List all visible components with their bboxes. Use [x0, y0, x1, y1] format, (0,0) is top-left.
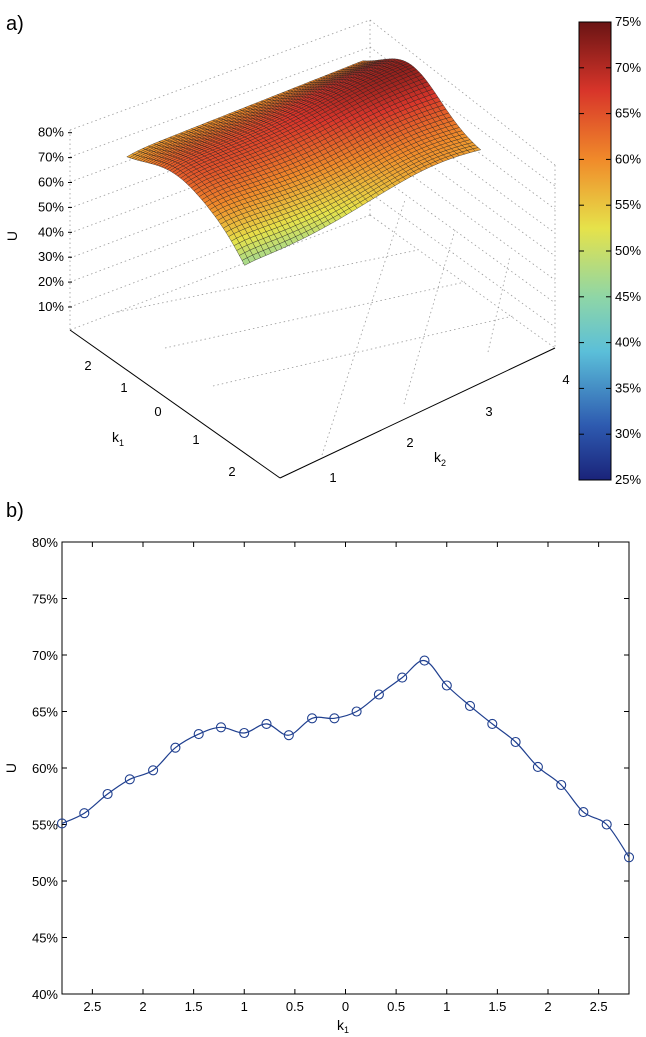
- k1-axis-ticks: 2 1 0 1 2: [84, 358, 235, 479]
- x-tick-label: 0.5: [286, 999, 304, 1014]
- colorbar-tick-label: 50%: [615, 243, 641, 258]
- series-markers: [56, 655, 635, 863]
- x-axis-ticks: 2.5 2 1.5 1 0.5 0 0.5 1 1.5 2 2.5: [83, 542, 608, 1014]
- data-point: [79, 808, 90, 819]
- x-tick-label: 1: [241, 999, 248, 1014]
- z-axis-ticks: 10% 20% 30% 40% 50% 60% 70% 80%: [38, 125, 72, 314]
- colorbar-tick-label: 65%: [615, 106, 641, 121]
- data-point: [419, 655, 430, 666]
- z-tick-label: 80%: [38, 125, 64, 140]
- y-tick-label: 55%: [32, 818, 58, 833]
- colorbar-tick-label: 30%: [615, 426, 641, 441]
- panel-label-a: a): [6, 13, 24, 35]
- k1-tick-label: 0: [154, 404, 161, 419]
- colorbar-tick-label: 35%: [615, 380, 641, 395]
- x-tick-label: 2.5: [590, 999, 608, 1014]
- x-tick-label: 1.5: [185, 999, 203, 1014]
- x-tick-label: 0: [342, 999, 349, 1014]
- plot-area: [61, 541, 630, 995]
- k1-tick-label: 2: [228, 464, 235, 479]
- colorbar-tick-label: 75%: [615, 14, 641, 29]
- data-point: [124, 774, 135, 785]
- data-point: [441, 680, 452, 691]
- surface-patch: [357, 60, 366, 64]
- y-axis-ticks: 40% 45% 50% 55% 60% 65% 70% 75% 80%: [32, 535, 629, 1002]
- surface-plot: 10% 20% 30% 40% 50% 60% 70% 80% U 2 1 0 1 2 k1 1 2 3 4…: [4, 19, 570, 485]
- data-point: [351, 706, 362, 717]
- k2-tick-label: 4: [562, 372, 569, 387]
- colorbar: 25% 30% 35% 40% 45% 50% 55% 60% 65% 70% 75%: [578, 14, 641, 487]
- y-tick-label: 45%: [32, 931, 58, 946]
- data-point: [397, 672, 408, 683]
- data-point: [532, 761, 543, 772]
- z-tick-label: 30%: [38, 249, 64, 264]
- k1-axis-label: k1: [112, 429, 124, 448]
- data-point: [487, 718, 498, 729]
- y-tick-label: 60%: [32, 761, 58, 776]
- data-point: [464, 700, 476, 711]
- y-tick-label: 40%: [32, 987, 58, 1002]
- colorbar-tick-label: 60%: [615, 151, 641, 166]
- data-point: [556, 779, 567, 791]
- data-point: [170, 742, 181, 753]
- data-point: [329, 713, 340, 724]
- data-point: [193, 729, 204, 740]
- data-point: [283, 730, 294, 741]
- colorbar-tick-label: 25%: [615, 472, 641, 487]
- colorbar-ticks: 25% 30% 35% 40% 45% 50% 55% 60% 65% 70% 75%: [579, 14, 641, 487]
- z-tick-label: 40%: [38, 224, 64, 239]
- data-point: [601, 819, 612, 830]
- y-tick-label: 70%: [32, 648, 58, 663]
- y-tick-label: 65%: [32, 705, 58, 720]
- k1-tick-label: 2: [84, 358, 91, 373]
- data-point: [261, 718, 272, 729]
- x-tick-label: 1.5: [488, 999, 506, 1014]
- colorbar-tick-label: 70%: [615, 60, 641, 75]
- x-tick-label: 2: [544, 999, 551, 1014]
- x-tick-label: 2: [139, 999, 146, 1014]
- data-point: [148, 765, 159, 776]
- z-tick-label: 70%: [38, 150, 64, 165]
- data-point: [623, 852, 635, 863]
- k2-axis-ticks: 1 2 3 4: [329, 372, 569, 485]
- surface-mesh: [126, 58, 482, 266]
- colorbar-tick-label: 55%: [615, 197, 641, 212]
- data-point: [215, 722, 227, 733]
- line-plot: 40% 45% 50% 55% 60% 65% 70% 75% 80% 2.5 2 1.5 1 0.5 0…: [3, 535, 635, 1035]
- k2-tick-label: 2: [406, 435, 413, 450]
- y-tick-label: 75%: [32, 592, 58, 607]
- z-tick-label: 20%: [38, 274, 64, 289]
- k2-tick-label: 3: [485, 404, 492, 419]
- y-axis-label: U: [3, 763, 19, 773]
- x-tick-label: 1: [443, 999, 450, 1014]
- colorbar-tick-label: 45%: [615, 289, 641, 304]
- data-point: [510, 736, 521, 748]
- data-point: [239, 727, 250, 739]
- colorbar-gradient: [578, 21, 612, 481]
- series-line: [61, 659, 630, 858]
- surface-axes: [69, 329, 556, 479]
- x-axis-label: k1: [337, 1017, 349, 1035]
- panel-label-b: b): [6, 500, 24, 522]
- k1-tick-label: 1: [192, 432, 199, 447]
- x-tick-label: 2.5: [83, 999, 101, 1014]
- data-point: [373, 689, 384, 700]
- z-tick-label: 10%: [38, 299, 64, 314]
- data-point: [307, 713, 318, 724]
- k2-tick-label: 1: [329, 470, 336, 485]
- y-tick-label: 80%: [32, 535, 58, 550]
- k1-tick-label: 1: [120, 380, 127, 395]
- data-point: [102, 788, 113, 800]
- x-tick-label: 0.5: [387, 999, 405, 1014]
- data-point: [56, 818, 68, 829]
- y-tick-label: 50%: [32, 874, 58, 889]
- data-point: [578, 807, 589, 818]
- z-axis-label: U: [4, 231, 20, 241]
- z-tick-label: 50%: [38, 199, 64, 214]
- colorbar-tick-label: 40%: [615, 335, 641, 350]
- k2-axis-label: k2: [434, 449, 446, 468]
- z-tick-label: 60%: [38, 175, 64, 190]
